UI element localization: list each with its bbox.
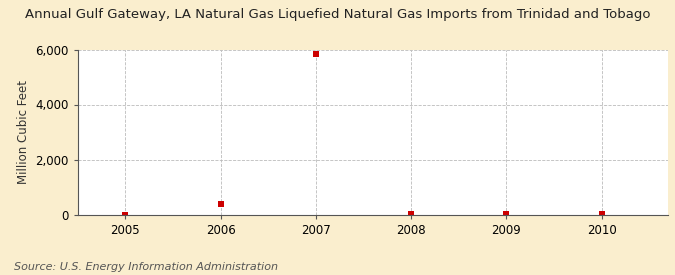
Text: Source: U.S. Energy Information Administration: Source: U.S. Energy Information Administ… [14, 262, 277, 272]
Y-axis label: Million Cubic Feet: Million Cubic Feet [17, 80, 30, 184]
Text: Annual Gulf Gateway, LA Natural Gas Liquefied Natural Gas Imports from Trinidad : Annual Gulf Gateway, LA Natural Gas Liqu… [25, 8, 650, 21]
